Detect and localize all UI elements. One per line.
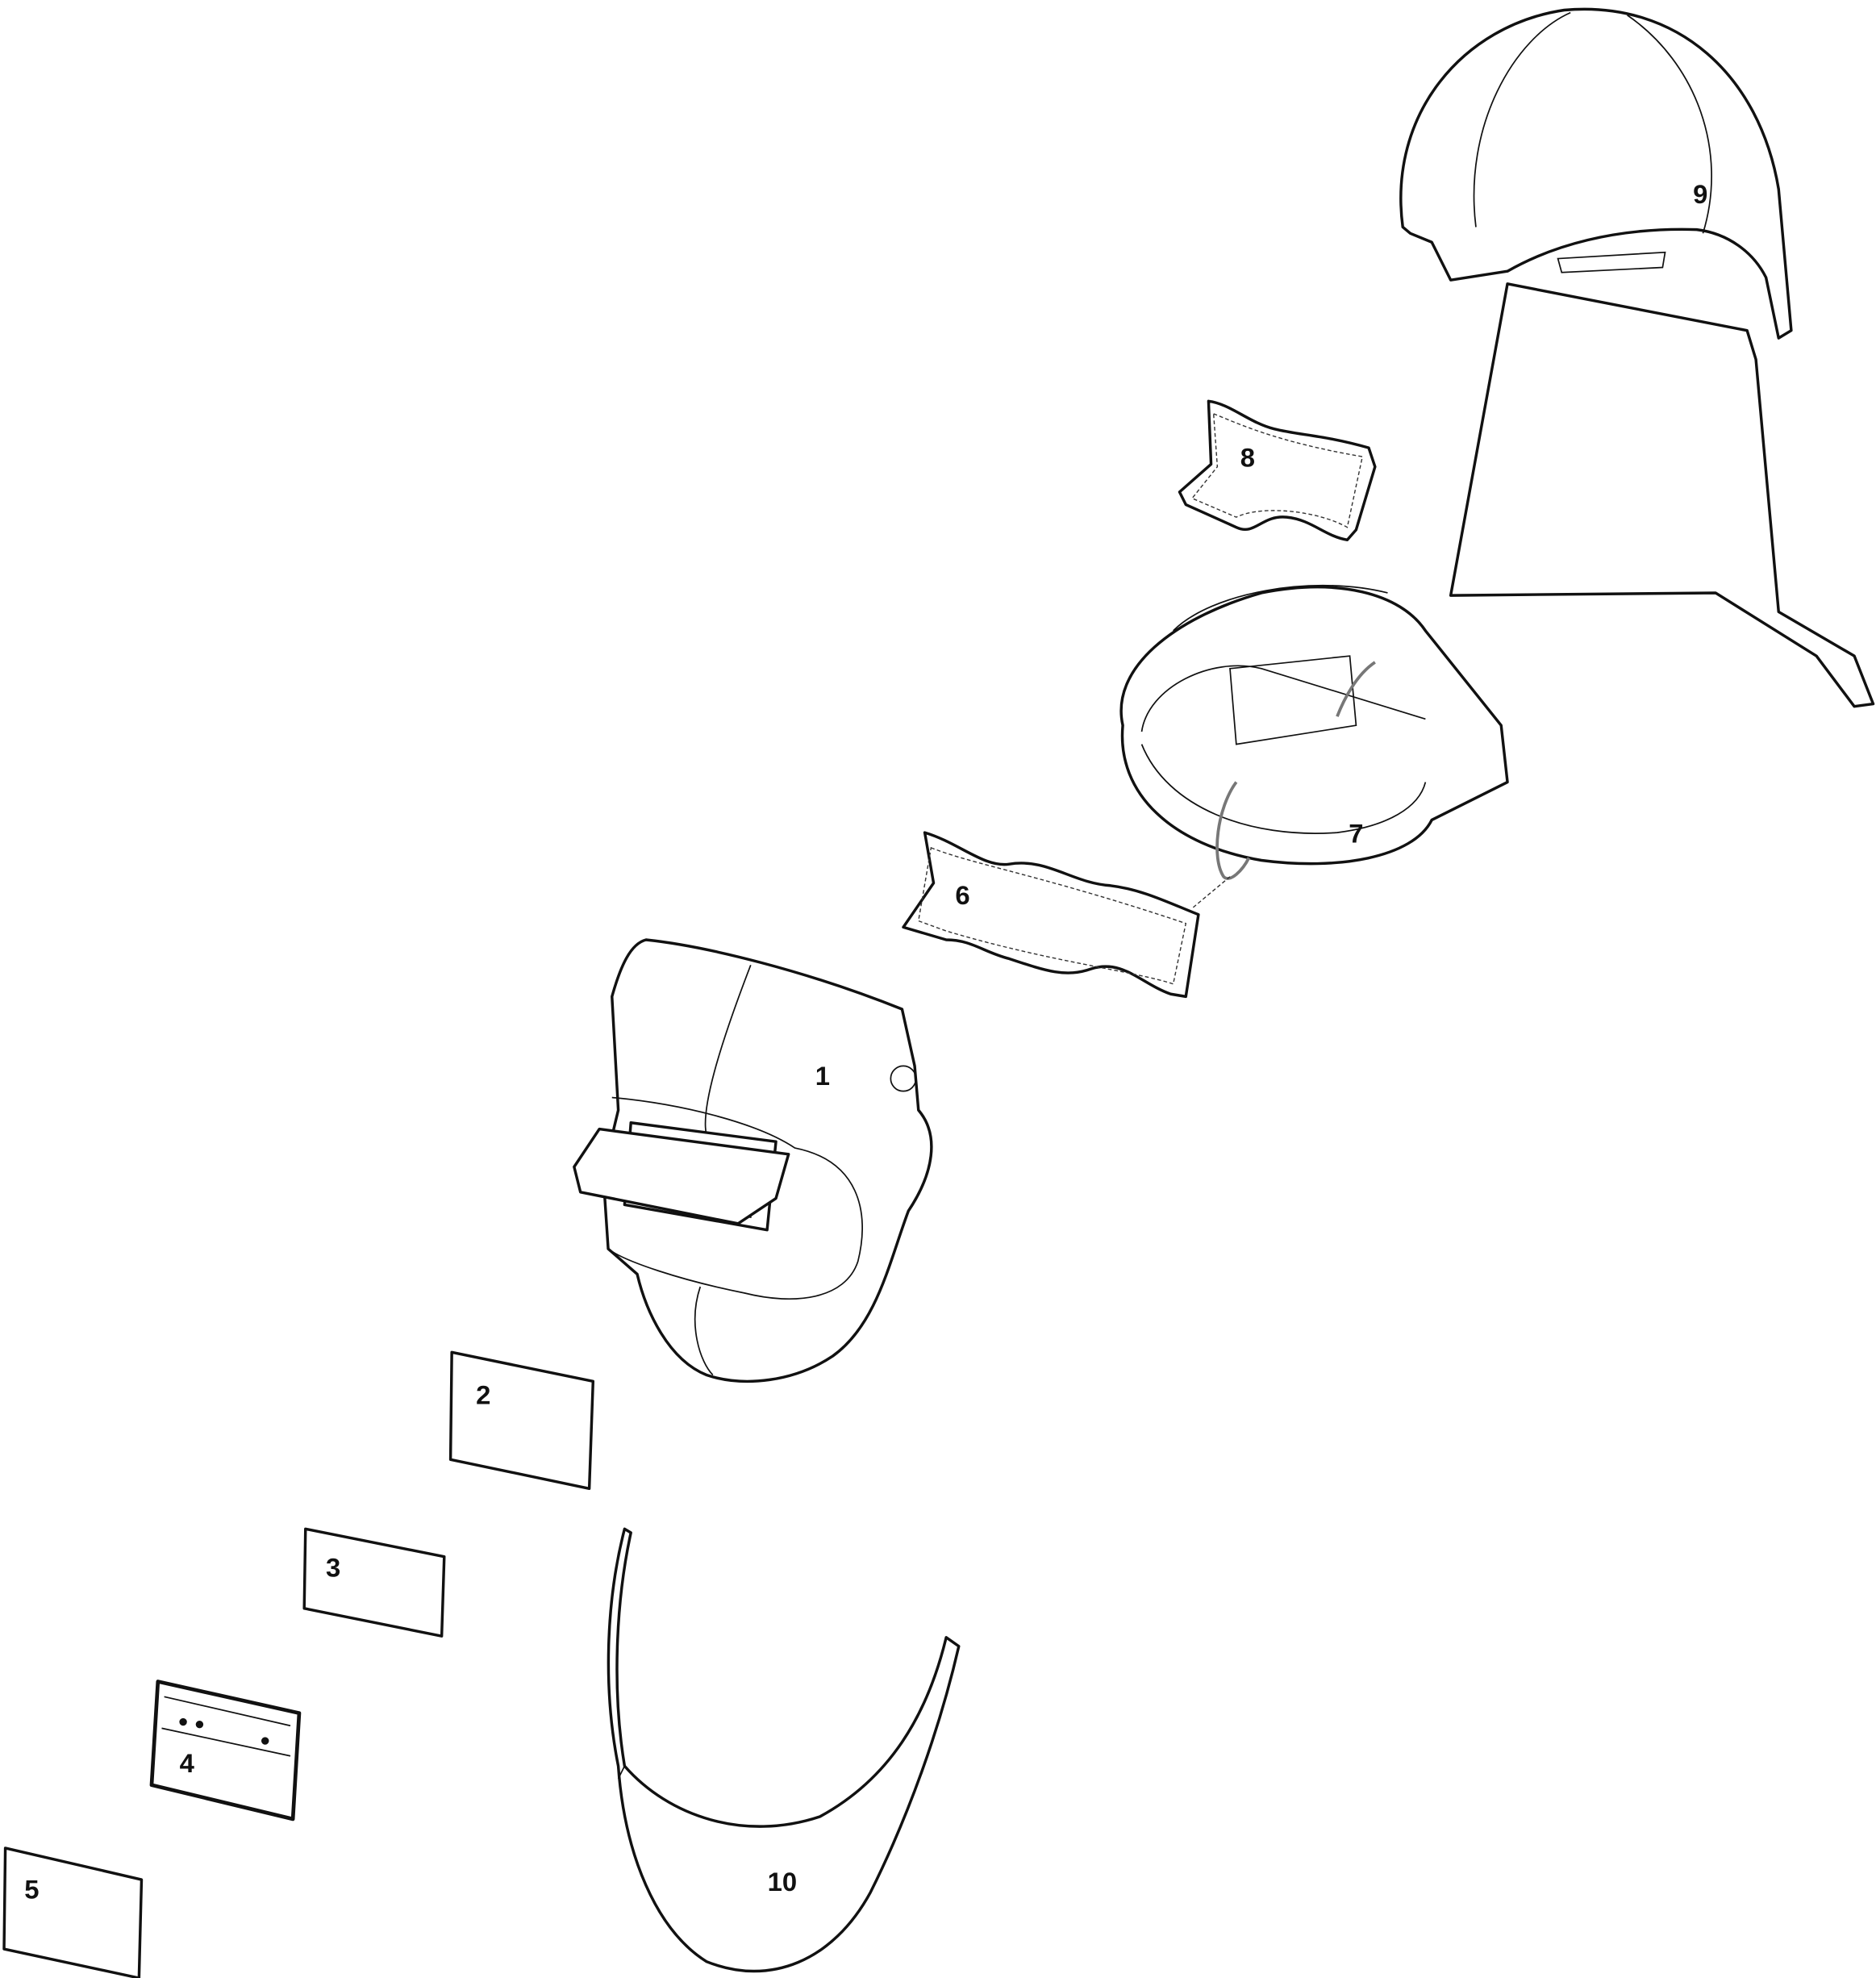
label-9: 9 [1693, 179, 1707, 209]
part-2-lens [448, 1350, 595, 1490]
label-1: 1 [815, 1061, 830, 1091]
part-10-face-shield [607, 1527, 961, 1973]
part-4-filter [149, 1680, 302, 1822]
part-5-lens [2, 1847, 144, 1978]
part-9-hard-hat [1399, 7, 1875, 708]
label-7: 7 [1349, 819, 1363, 849]
label-4: 4 [180, 1748, 195, 1778]
label-6: 6 [955, 880, 969, 910]
label-3: 3 [326, 1553, 340, 1583]
label-5: 5 [24, 1874, 39, 1904]
part-1-helmet-shell [573, 938, 933, 1383]
label-2: 2 [476, 1379, 490, 1409]
part-3-lens [302, 1527, 446, 1638]
part-6-sweatband [902, 831, 1200, 999]
part-7-headgear [1119, 584, 1509, 909]
label-10: 10 [768, 1867, 798, 1897]
label-8: 8 [1240, 443, 1255, 473]
part-8-sweatband [1178, 399, 1377, 542]
